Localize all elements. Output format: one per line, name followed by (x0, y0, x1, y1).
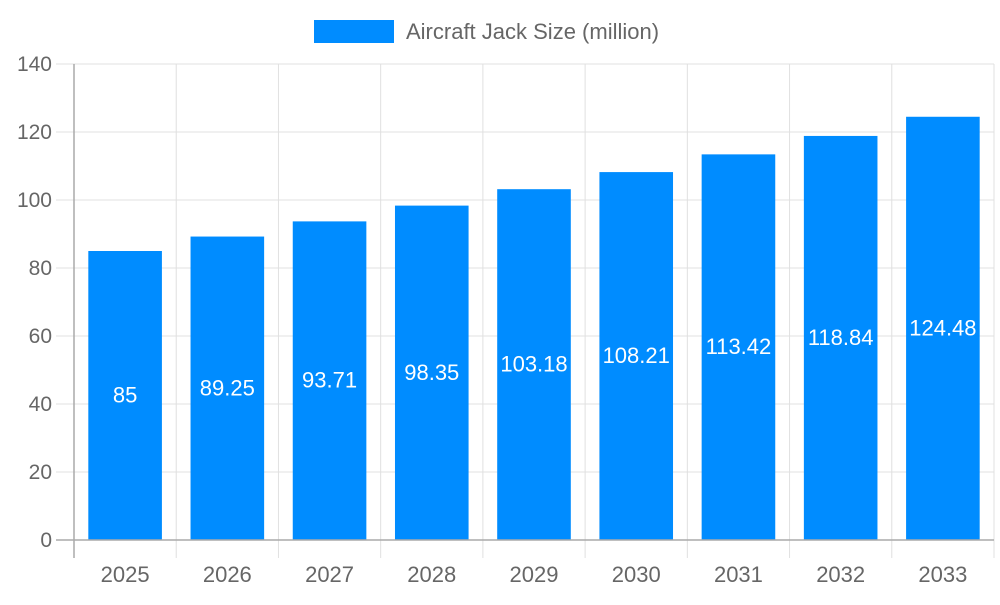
data-label: 124.48 (909, 315, 976, 340)
bars (88, 116, 980, 541)
y-tick-label: 80 (29, 257, 52, 280)
bar (292, 221, 367, 541)
bar (701, 154, 776, 540)
bar (803, 135, 878, 540)
data-labels: 85 89.25 93.71 98.35 103.18 108.21 113.42 118.8… (113, 315, 977, 407)
axes: 0 20 40 60 80 100 120 140 2025 2026 2027 2028 2029 20… (17, 53, 994, 587)
data-label: 108.21 (603, 343, 670, 368)
bar (599, 172, 674, 540)
legend-label: Aircraft Jack Size (million) (406, 19, 659, 44)
x-tick-label: 2028 (407, 562, 456, 587)
y-tick-label: 40 (29, 393, 52, 416)
x-tick-label: 2033 (918, 562, 967, 587)
y-tick-label: 120 (17, 121, 52, 144)
bar (88, 251, 162, 540)
data-label: 98.35 (404, 360, 459, 385)
y-tick-label: 0 (40, 529, 52, 552)
x-tick-label: 2025 (101, 562, 150, 587)
x-tick-label: 2030 (612, 562, 661, 587)
data-label: 103.18 (500, 352, 567, 377)
bar (190, 236, 265, 541)
y-tick-label: 140 (17, 53, 52, 76)
legend[interactable]: Aircraft Jack Size (million) (314, 19, 659, 44)
y-tick-label: 60 (29, 325, 52, 348)
data-label: 118.84 (808, 325, 874, 350)
legend-swatch (314, 20, 394, 43)
x-tick-label: 2027 (305, 562, 354, 587)
y-tick-label: 20 (29, 461, 52, 484)
bar (906, 116, 980, 540)
data-label: 85 (113, 383, 137, 408)
data-label: 113.42 (706, 334, 772, 359)
x-tick-label: 2032 (816, 562, 865, 587)
x-tick-label: 2026 (203, 562, 252, 587)
bar (497, 189, 571, 541)
y-tick-label: 100 (17, 189, 52, 212)
data-label: 89.25 (200, 375, 255, 400)
data-label: 93.71 (302, 368, 357, 393)
x-tick-label: 2029 (510, 562, 559, 587)
bar (394, 205, 469, 541)
x-tick-label: 2031 (714, 562, 763, 587)
